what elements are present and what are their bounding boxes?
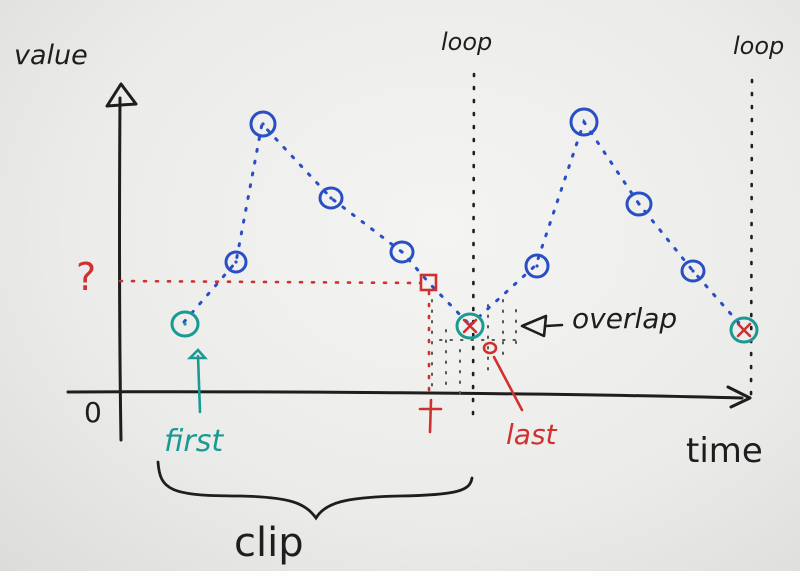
keyframe-point: [224, 250, 248, 274]
clip-brace: [156, 460, 474, 521]
y-axis-arrow-icon: [105, 82, 138, 108]
clip-label: clip: [234, 520, 304, 566]
loop-line-second: [749, 78, 754, 406]
keyframe-point: [680, 259, 706, 283]
first-arrow: [186, 348, 208, 414]
first-label: first: [164, 424, 224, 459]
teal-endpoints: [170, 310, 759, 344]
blue-keyframe-centers: [234, 120, 695, 273]
loop-label-second: loop: [733, 32, 784, 60]
axes: [66, 82, 752, 442]
arrow-left-icon: [520, 314, 548, 338]
keyframe-point: [524, 253, 550, 279]
t-marker: [418, 398, 443, 434]
up-arrow-icon: [186, 348, 208, 360]
keyframe-point: [249, 110, 277, 138]
time-axis-label: time: [686, 431, 763, 471]
sampled-value-square: [419, 273, 438, 292]
loop-label-first: loop: [441, 28, 492, 56]
origin-label: 0: [84, 396, 102, 429]
keyframe-point: [389, 240, 415, 264]
last-label: last: [506, 418, 558, 451]
loop-keyframe-point-second: [729, 316, 759, 344]
blue-curve: [182, 118, 747, 332]
overlap-label: overlap: [572, 302, 677, 335]
overlap-arrow: [520, 314, 564, 338]
loop-line-first: [471, 72, 476, 422]
red-guides: [118, 279, 431, 394]
overlap-region: [431, 299, 521, 396]
curve-segment-2: [468, 118, 747, 332]
question-guide-horizontal: [118, 279, 422, 285]
x-axis-arrow-icon: [726, 385, 752, 409]
keyframe-point: [318, 186, 344, 210]
last-keyframe-point: [482, 341, 498, 355]
keyframe-point: [569, 107, 599, 137]
loop-lines: [471, 72, 754, 422]
y-axis-line: [118, 96, 123, 442]
value-axis-label: value: [14, 40, 88, 71]
red-x-marks: [462, 318, 752, 338]
loop-keyframe-point: [455, 312, 485, 340]
curve-segment-1: [182, 120, 472, 327]
x-axis-line: [66, 390, 744, 400]
blue-keyframes: [224, 107, 706, 283]
keyframe-point: [625, 191, 653, 217]
first-keyframe-point: [170, 310, 200, 338]
last-arrow: [492, 355, 524, 412]
question-label: ?: [76, 255, 96, 299]
